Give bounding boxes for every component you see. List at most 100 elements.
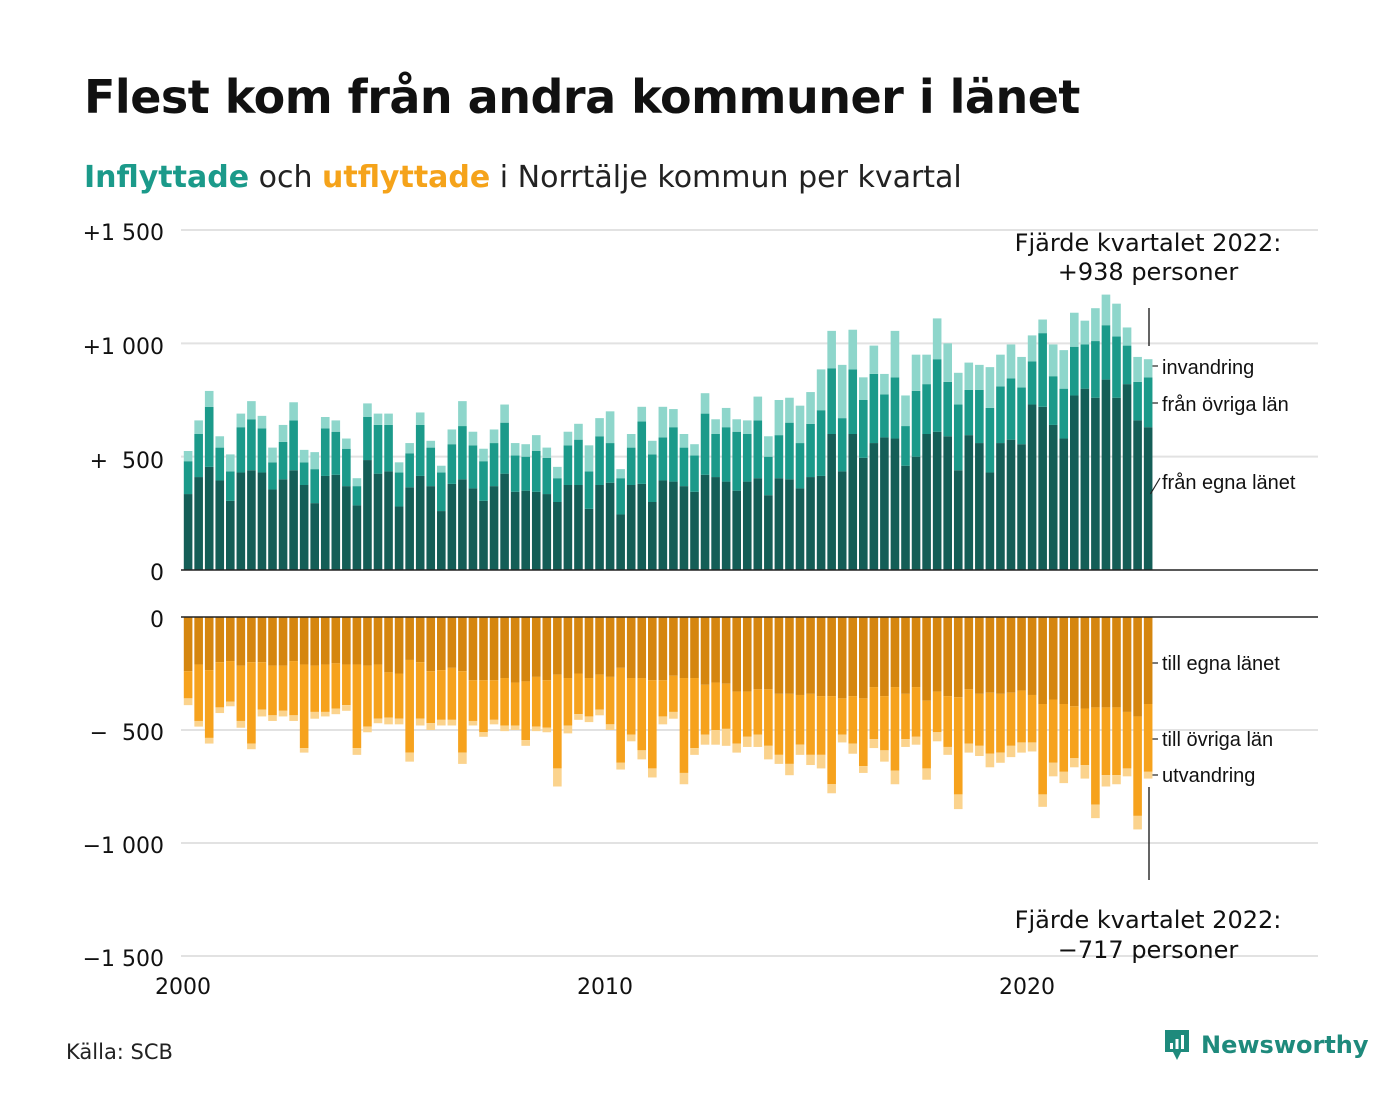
bar-in-egna-lanet xyxy=(331,474,341,570)
bar-in-ovriga-lan xyxy=(848,369,858,434)
annotation-top-line1: Fjärde kvartalet 2022: xyxy=(1015,229,1282,257)
bar-out-utvandring xyxy=(964,743,974,753)
bar-out-utvandring xyxy=(774,754,784,764)
bar-out-utvandring xyxy=(869,739,879,749)
bar-out-utvandring xyxy=(204,737,214,744)
bar-in-ovriga-lan xyxy=(342,448,351,487)
x-tick-2020: 2020 xyxy=(999,975,1055,1000)
bar-out-ovriga-lan xyxy=(405,659,414,753)
bar-out-utvandring xyxy=(1080,765,1090,779)
bar-in-ovriga-lan xyxy=(658,437,668,481)
bar-in-invandring xyxy=(890,330,900,378)
bar-in-ovriga-lan xyxy=(1048,376,1058,425)
bar-out-ovriga-lan xyxy=(658,680,668,717)
bar-out-utvandring xyxy=(574,714,583,720)
bar-in-ovriga-lan xyxy=(764,456,773,496)
bar-in-invandring xyxy=(510,443,520,456)
bar-out-utvandring xyxy=(742,736,752,747)
bar-in-invandring xyxy=(669,409,678,428)
bar-out-egna-lanet xyxy=(774,617,784,694)
bar-in-egna-lanet xyxy=(1048,424,1058,570)
bar-out-ovriga-lan xyxy=(669,675,678,712)
bar-out-utvandring xyxy=(648,768,657,778)
bar-out-ovriga-lan xyxy=(1038,704,1047,795)
bar-out-utvandring xyxy=(922,768,931,780)
bar-out-egna-lanet xyxy=(911,617,921,688)
annotation-bottom: Fjärde kvartalet 2022: −717 personer xyxy=(1015,906,1282,964)
bar-out-utvandring xyxy=(690,748,699,755)
bar-out-utvandring xyxy=(996,752,1005,763)
bar-out-ovriga-lan xyxy=(215,662,225,708)
bar-in-invandring xyxy=(1112,303,1121,337)
bar-out-utvandring xyxy=(658,716,668,725)
y-axis-top: +1 500 +1 000 + 500 0 xyxy=(83,221,164,586)
bar-out-utvandring xyxy=(1143,771,1153,779)
series-labels-top: invandring från övriga län från egna län… xyxy=(1162,357,1296,494)
bar-out-utvandring xyxy=(352,748,362,755)
bar-in-invandring xyxy=(331,420,341,432)
bar-in-ovriga-lan xyxy=(774,435,784,479)
bar-in-invandring xyxy=(648,440,657,455)
bar-out-egna-lanet xyxy=(394,617,404,674)
bar-out-utvandring xyxy=(637,750,647,760)
bar-out-egna-lanet xyxy=(658,617,668,681)
bar-out-utvandring xyxy=(363,726,372,733)
bar-out-egna-lanet xyxy=(299,617,309,665)
bar-out-ovriga-lan xyxy=(542,680,552,728)
bar-out-ovriga-lan xyxy=(363,665,372,727)
bar-out-utvandring xyxy=(616,762,625,770)
bar-out-utvandring xyxy=(785,763,794,776)
bar-out-egna-lanet xyxy=(1070,617,1079,707)
bar-out-egna-lanet xyxy=(964,617,974,690)
bar-out-utvandring xyxy=(247,743,256,750)
bar-out-ovriga-lan xyxy=(584,678,594,717)
chart-subtitle: Inflyttade och utflyttade i Norrtälje ko… xyxy=(84,160,962,195)
bar-out-egna-lanet xyxy=(320,617,330,665)
bar-out-utvandring xyxy=(816,754,826,769)
bar-out-egna-lanet xyxy=(584,617,594,679)
bar-in-egna-lanet xyxy=(700,474,710,570)
bar-out-ovriga-lan xyxy=(1112,707,1121,776)
bar-out-egna-lanet xyxy=(194,617,203,665)
y-tick-bottom-500: − 500 xyxy=(90,721,164,746)
bar-out-ovriga-lan xyxy=(1133,716,1142,816)
bar-in-invandring xyxy=(405,443,414,454)
bar-in-invandring xyxy=(1059,350,1069,389)
bar-out-ovriga-lan xyxy=(320,664,330,712)
bar-out-utvandring xyxy=(415,718,425,726)
bar-out-ovriga-lan xyxy=(827,696,836,785)
bar-in-egna-lanet xyxy=(247,470,256,570)
bar-in-egna-lanet xyxy=(426,486,436,570)
bar-in-egna-lanet xyxy=(785,479,794,570)
bar-out-egna-lanet xyxy=(426,617,436,672)
bar-out-ovriga-lan xyxy=(626,678,636,735)
bar-out-egna-lanet xyxy=(901,617,910,694)
bar-out-utvandring xyxy=(257,709,267,717)
bar-in-invandring xyxy=(975,364,984,390)
bar-in-invandring xyxy=(1027,335,1037,362)
bar-out-utvandring xyxy=(679,772,689,785)
bar-out-ovriga-lan xyxy=(637,678,647,751)
bar-out-ovriga-lan xyxy=(310,665,319,712)
bar-in-ovriga-lan xyxy=(964,389,974,436)
bar-in-ovriga-lan xyxy=(331,431,341,475)
bar-in-egna-lanet xyxy=(1091,397,1100,570)
bar-out-utvandring xyxy=(584,716,594,723)
bar-in-invandring xyxy=(711,419,720,434)
bar-in-egna-lanet xyxy=(500,473,509,570)
bar-out-ovriga-lan xyxy=(1080,708,1090,766)
bar-in-invandring xyxy=(289,402,298,421)
bar-out-egna-lanet xyxy=(1017,617,1026,691)
bar-in-invandring xyxy=(468,431,478,446)
bar-out-ovriga-lan xyxy=(648,680,657,769)
bar-out-egna-lanet xyxy=(1059,617,1069,705)
connector-egna-lanet xyxy=(1149,477,1161,495)
bar-out-ovriga-lan xyxy=(985,692,995,754)
bar-out-ovriga-lan xyxy=(394,673,404,719)
bar-out-egna-lanet xyxy=(816,617,826,697)
bar-out-utvandring xyxy=(384,717,393,725)
bar-in-egna-lanet xyxy=(827,434,836,570)
bar-out-ovriga-lan xyxy=(932,691,942,733)
bar-in-invandring xyxy=(774,400,784,436)
bar-in-ovriga-lan xyxy=(584,471,594,509)
